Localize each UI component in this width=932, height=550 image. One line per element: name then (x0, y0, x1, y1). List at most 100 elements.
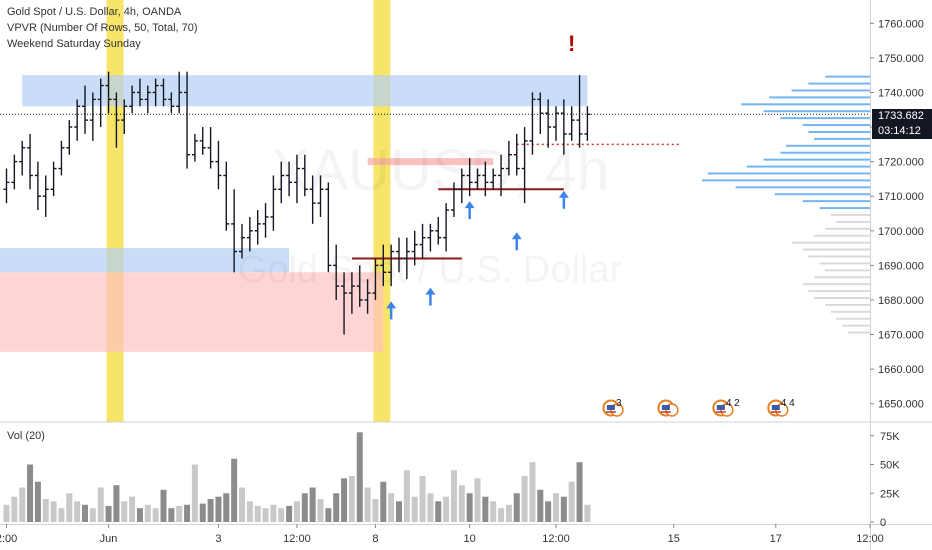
ohlc-bar (458, 168, 465, 204)
price-tick-label: 1710.000 (878, 191, 924, 203)
up-arrow-icon (558, 190, 569, 209)
volume-bar (356, 432, 363, 522)
ohlc-bar (11, 154, 18, 190)
volume-bar (136, 508, 143, 522)
vpvr-row (774, 193, 870, 196)
volume-bar (82, 504, 88, 522)
volume-bar (42, 499, 49, 522)
vpvr-row (802, 283, 870, 286)
volume-bar (191, 464, 198, 522)
time-tick-label: 12:00 (283, 533, 311, 545)
vpvr-row (830, 214, 870, 216)
arrow-head (558, 190, 569, 198)
volume-bar (231, 458, 238, 522)
ohlc-bar (482, 161, 489, 197)
volume-title[interactable]: Vol (20) (7, 430, 45, 442)
volume-bar (450, 470, 457, 522)
volume-bar (372, 499, 379, 522)
vpvr-row (836, 220, 870, 223)
ohlc-bar (419, 223, 426, 259)
legend-vpvr[interactable]: VPVR (Number Of Rows, 50, Total, 70) (7, 22, 198, 34)
volume-bar (239, 487, 245, 522)
ohlc-bar (207, 127, 214, 169)
volume-bar (97, 487, 104, 522)
event-count: 3 (616, 398, 622, 409)
ohlc-bar (129, 85, 136, 114)
ohlc-bar (568, 106, 575, 141)
ohlc-bar (231, 189, 238, 273)
volume-bar (411, 496, 418, 522)
event-count: 4 4 (781, 398, 795, 409)
volume-bar (301, 493, 308, 522)
volume-bar (568, 481, 575, 522)
flag-canton (771, 405, 780, 410)
economic-event-icon (602, 399, 624, 417)
ohlc-bar (348, 272, 355, 314)
ohlc-bar (356, 265, 363, 307)
ohlc-bar (50, 161, 57, 197)
ohlc-bar (576, 75, 583, 148)
volume-bar (121, 501, 128, 522)
ohlc-bar (34, 161, 41, 211)
volume-bar (435, 501, 442, 522)
ohlc-bar (341, 272, 348, 335)
time-tick-label: 2:00 (0, 533, 17, 545)
volume-bar (427, 493, 434, 522)
price-tick-label: 1740.000 (878, 87, 924, 99)
volume-bar (3, 504, 10, 522)
vpvr-row (825, 269, 870, 272)
volume-bar (199, 503, 206, 522)
flag-canton (661, 405, 670, 410)
price-tick-label: 1760.000 (878, 18, 924, 30)
volume-bar (348, 476, 355, 522)
ohlc-bar (136, 78, 143, 107)
volume-bar (576, 462, 583, 522)
ohlc-bar (411, 230, 418, 266)
vpvr-row (763, 158, 870, 161)
volume-bar (560, 496, 567, 522)
alert-mark: ! (568, 31, 575, 56)
weekend-band (373, 0, 391, 422)
volume-bar (278, 508, 285, 522)
volume-bar (396, 501, 402, 522)
legend-symbol[interactable]: Gold Spot / U.S. Dollar, 4h, OANDA (7, 6, 182, 18)
ohlc-bar (560, 99, 567, 155)
vpvr-row (746, 165, 870, 168)
ohlc-bar (215, 140, 222, 190)
legend-weekend[interactable]: Weekend Saturday Sunday (7, 38, 141, 50)
time-tick-label: 12:00 (856, 533, 884, 545)
vpvr-row (808, 255, 870, 258)
vpvr-row (802, 248, 870, 251)
time-tick-label: 12:00 (542, 533, 570, 545)
volume-bar (184, 504, 191, 522)
time-tick-label: 15 (668, 533, 680, 545)
price-tick-label: 1650.000 (878, 399, 924, 411)
vpvr-row (825, 227, 870, 230)
price-tick-label: 1720.000 (878, 157, 924, 169)
vpvr-row (702, 179, 870, 182)
ohlc-bar (74, 99, 81, 141)
volume-bar (113, 485, 120, 522)
ohlc-bar (301, 154, 308, 197)
ohlc-bar (545, 99, 552, 148)
ohlc-bar (364, 279, 371, 314)
volume-bar (482, 496, 489, 522)
volume-bar (521, 476, 528, 522)
up-arrow-icon (464, 201, 475, 220)
volume-bar (246, 501, 253, 522)
ohlc-bar (27, 133, 34, 190)
vpvr-row (808, 131, 870, 133)
volume-bar (474, 478, 481, 522)
ohlc-bar (105, 71, 112, 114)
volume-bar (152, 508, 159, 522)
volume-bar (545, 501, 552, 522)
flag-canton (606, 405, 615, 410)
volume-bar (317, 499, 324, 522)
volume-bar (89, 508, 96, 522)
volume-bar (207, 499, 214, 522)
ohlc-bar (58, 140, 65, 176)
vpvr-row (825, 303, 870, 306)
ohlc-bar (113, 92, 120, 148)
resistance-zone (22, 75, 588, 107)
